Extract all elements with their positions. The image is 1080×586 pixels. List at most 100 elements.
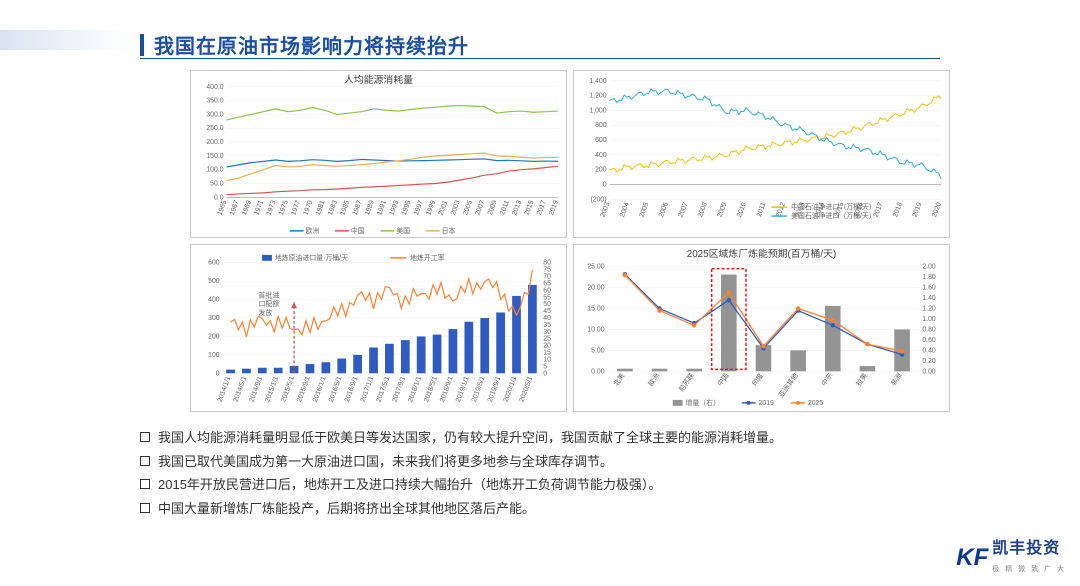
svg-text:印度: 印度 bbox=[750, 371, 765, 388]
svg-text:2005: 2005 bbox=[462, 199, 474, 216]
svg-text:0.40: 0.40 bbox=[922, 347, 936, 354]
svg-text:1967: 1967 bbox=[229, 199, 241, 216]
svg-text:1981: 1981 bbox=[315, 199, 327, 216]
svg-text:15: 15 bbox=[543, 349, 551, 356]
svg-text:增量（右）: 增量（右） bbox=[686, 398, 720, 407]
title-row: 我国在原油市场影响力将持续抬升 bbox=[140, 30, 469, 59]
svg-text:2019/9/1: 2019/9/1 bbox=[487, 375, 503, 403]
svg-text:200: 200 bbox=[595, 167, 607, 174]
svg-text:中国: 中国 bbox=[715, 371, 730, 388]
svg-text:150.0: 150.0 bbox=[206, 153, 223, 160]
svg-text:400: 400 bbox=[595, 152, 607, 159]
svg-text:15.00: 15.00 bbox=[587, 305, 604, 312]
chart-net-oil-imports: (200)02004006008001,0001,2001,4002003200… bbox=[573, 70, 950, 238]
svg-text:亚洲其他: 亚洲其他 bbox=[777, 371, 800, 399]
svg-text:2017/5/1: 2017/5/1 bbox=[376, 375, 392, 403]
svg-text:100: 100 bbox=[208, 352, 220, 359]
svg-text:300.0: 300.0 bbox=[206, 111, 223, 118]
svg-text:1,400: 1,400 bbox=[589, 78, 606, 85]
svg-text:5: 5 bbox=[543, 363, 547, 370]
svg-text:发放: 发放 bbox=[259, 308, 273, 317]
chart-teapot-refinery: 0100200300400500600051015202530354045505… bbox=[190, 244, 567, 412]
svg-text:非洲: 非洲 bbox=[888, 371, 903, 388]
svg-text:1983: 1983 bbox=[327, 199, 339, 216]
svg-text:2015/9/1: 2015/9/1 bbox=[296, 375, 312, 403]
svg-text:1965: 1965 bbox=[217, 199, 229, 216]
bullet-item: 2015年开放民营进口后，地炼开工及进口持续大幅抬升（地炼开工负荷调节能力极强）… bbox=[140, 475, 960, 495]
svg-text:2003: 2003 bbox=[450, 199, 462, 216]
svg-text:欧洲: 欧洲 bbox=[646, 371, 661, 388]
svg-text:1.40: 1.40 bbox=[922, 295, 936, 302]
accent-bar bbox=[0, 30, 130, 50]
svg-text:2015/5/1: 2015/5/1 bbox=[280, 375, 296, 403]
svg-text:2015/1/1: 2015/1/1 bbox=[264, 375, 280, 403]
svg-text:2007: 2007 bbox=[474, 199, 486, 216]
svg-text:1973: 1973 bbox=[266, 199, 278, 216]
svg-text:2017: 2017 bbox=[536, 199, 548, 216]
bullet-text: 我国已取代美国成为第一大原油进口国，未来我们将更多地参与全球库存调节。 bbox=[158, 452, 613, 472]
svg-text:2016/1/1: 2016/1/1 bbox=[312, 375, 328, 403]
bullet-text: 2015年开放民营进口后，地炼开工及进口持续大幅抬升（地炼开工负荷调节能力极强）… bbox=[158, 475, 661, 495]
svg-text:2017/9/1: 2017/9/1 bbox=[391, 375, 407, 403]
svg-text:2016/5/1: 2016/5/1 bbox=[328, 375, 344, 403]
svg-text:200.0: 200.0 bbox=[206, 139, 223, 146]
svg-text:75: 75 bbox=[543, 266, 551, 273]
svg-text:2020/5/1: 2020/5/1 bbox=[519, 375, 535, 403]
svg-text:20.00: 20.00 bbox=[587, 284, 604, 291]
svg-text:中东: 中东 bbox=[819, 371, 834, 388]
bullet-item: 中国大量新增炼厂炼能投产，后期将挤出全球其他地区落后产能。 bbox=[140, 499, 960, 519]
svg-text:600: 600 bbox=[595, 137, 607, 144]
svg-text:2008: 2008 bbox=[697, 201, 709, 218]
svg-text:前苏联: 前苏联 bbox=[677, 371, 696, 393]
svg-text:美国: 美国 bbox=[396, 226, 410, 235]
svg-text:2011: 2011 bbox=[499, 199, 511, 215]
svg-text:2018/9/1: 2018/9/1 bbox=[439, 375, 455, 403]
svg-text:50: 50 bbox=[543, 301, 551, 308]
svg-text:1.00: 1.00 bbox=[922, 316, 936, 323]
svg-text:2.00: 2.00 bbox=[922, 263, 936, 270]
svg-text:70: 70 bbox=[543, 273, 551, 280]
svg-text:200: 200 bbox=[208, 333, 220, 340]
svg-text:60: 60 bbox=[543, 287, 551, 294]
svg-text:2007: 2007 bbox=[678, 201, 690, 218]
svg-text:2005: 2005 bbox=[639, 201, 651, 218]
title-accent bbox=[140, 34, 144, 56]
chart-2025-capacity: 2025区域炼厂炼能预期(百万桶/天)0.005.0010.0015.0020.… bbox=[573, 244, 950, 412]
bullet-marker bbox=[140, 479, 150, 489]
svg-text:0.00: 0.00 bbox=[922, 368, 936, 375]
svg-text:0.60: 0.60 bbox=[922, 337, 936, 344]
svg-text:250.0: 250.0 bbox=[206, 125, 223, 132]
bullet-marker bbox=[140, 432, 150, 442]
svg-text:25.00: 25.00 bbox=[587, 263, 604, 270]
svg-text:10: 10 bbox=[543, 356, 551, 363]
svg-text:2019: 2019 bbox=[912, 201, 924, 218]
bullet-text: 我国人均能源消耗量明显低于欧美日等发达国家，仍有较大提升空间，我国贡献了全球主要… bbox=[158, 428, 782, 448]
svg-text:2014/9/1: 2014/9/1 bbox=[248, 375, 264, 403]
svg-text:5.00: 5.00 bbox=[591, 347, 605, 354]
svg-text:北美: 北美 bbox=[611, 371, 626, 388]
svg-text:2004: 2004 bbox=[619, 201, 631, 218]
svg-text:1997: 1997 bbox=[413, 199, 425, 216]
svg-text:1995: 1995 bbox=[401, 199, 413, 216]
svg-text:2013: 2013 bbox=[511, 199, 523, 216]
svg-text:40: 40 bbox=[543, 315, 551, 322]
svg-text:2018/1/1: 2018/1/1 bbox=[407, 375, 423, 403]
svg-text:1.80: 1.80 bbox=[922, 274, 936, 281]
svg-text:20: 20 bbox=[543, 342, 551, 349]
svg-text:25: 25 bbox=[543, 336, 551, 343]
svg-text:100.0: 100.0 bbox=[206, 167, 223, 174]
svg-text:2020/1/1: 2020/1/1 bbox=[503, 375, 519, 403]
svg-text:50.0: 50.0 bbox=[210, 180, 224, 187]
svg-text:1,200: 1,200 bbox=[589, 93, 606, 100]
svg-text:1975: 1975 bbox=[278, 199, 290, 216]
svg-text:1977: 1977 bbox=[290, 199, 302, 216]
svg-text:1971: 1971 bbox=[253, 199, 265, 216]
bullet-text: 中国大量新增炼厂炼能投产，后期将挤出全球其他地区落后产能。 bbox=[158, 499, 535, 519]
svg-text:600: 600 bbox=[208, 260, 220, 267]
logo-text: 凯丰投资 bbox=[992, 540, 1060, 557]
svg-text:2019/5/1: 2019/5/1 bbox=[471, 375, 487, 403]
svg-text:首批进: 首批进 bbox=[259, 290, 280, 299]
svg-text:2011: 2011 bbox=[756, 201, 768, 217]
svg-text:45: 45 bbox=[543, 308, 551, 315]
bullet-item: 我国已取代美国成为第一大原油进口国，未来我们将更多地参与全球库存调节。 bbox=[140, 452, 960, 472]
